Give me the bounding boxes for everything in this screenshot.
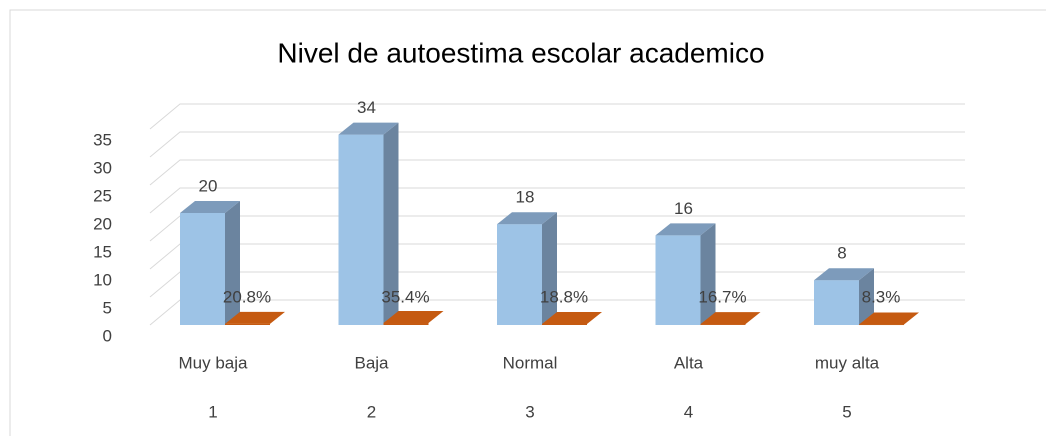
- y-tick-label: 30: [93, 158, 112, 177]
- bar-side: [542, 212, 557, 325]
- bar-front: [497, 224, 542, 325]
- bar-front: [338, 134, 384, 325]
- bar-front: [225, 323, 270, 325]
- bar: [383, 311, 444, 325]
- bar-top: [180, 201, 240, 213]
- x-tick-label: Baja: [354, 353, 389, 372]
- bar: [700, 312, 761, 325]
- value-label: 20.8%: [223, 287, 271, 306]
- grid-line: [149, 103, 965, 130]
- x-tick-label: muy alta: [815, 353, 880, 372]
- bar: [497, 212, 557, 325]
- bar: [859, 312, 919, 326]
- value-label: 35.4%: [381, 287, 429, 306]
- chart-title: Nivel de autoestima escolar academico: [277, 37, 764, 68]
- bar-front: [700, 324, 746, 325]
- bar: [338, 122, 399, 325]
- grid-line: [149, 159, 965, 186]
- bar-front: [814, 280, 859, 325]
- bar: [542, 311, 602, 325]
- x-tick-label: Muy baja: [179, 353, 249, 372]
- bar-side: [859, 268, 874, 325]
- bar: [814, 268, 874, 325]
- value-label: 18.8%: [540, 287, 588, 306]
- y-tick-label: 0: [103, 326, 112, 345]
- bar-top: [497, 212, 557, 225]
- bar-top: [700, 312, 761, 325]
- bar-top: [542, 311, 602, 324]
- x-tick-code: 5: [842, 402, 851, 421]
- x-tick-code: 2: [367, 402, 376, 421]
- grid-line: [149, 215, 965, 242]
- grid-line: [149, 187, 965, 214]
- bar-front: [542, 323, 587, 325]
- x-tick-code: 3: [525, 402, 534, 421]
- bar-top: [338, 122, 399, 135]
- bar-top: [814, 268, 874, 281]
- y-tick-label: 5: [103, 298, 112, 317]
- bar-front: [859, 324, 904, 326]
- grid-line: [149, 131, 965, 158]
- y-tick-label: 10: [93, 270, 112, 289]
- x-tick-code: 1: [208, 402, 217, 421]
- value-label: 34: [357, 98, 376, 117]
- bar-side: [383, 122, 399, 325]
- value-label: 8.3%: [862, 287, 901, 306]
- x-tick-label: Normal: [503, 353, 558, 372]
- bar-side: [700, 223, 716, 325]
- bar-top: [383, 311, 444, 324]
- bar-top: [225, 311, 285, 324]
- x-tick-label: Alta: [674, 353, 704, 372]
- bar: [655, 223, 716, 325]
- x-tick-code: 4: [684, 402, 693, 421]
- bar-front: [383, 323, 429, 325]
- value-label: 16.7%: [698, 287, 746, 306]
- y-tick-label: 35: [93, 130, 112, 149]
- y-tick-label: 25: [93, 186, 112, 205]
- value-label: 20: [199, 176, 218, 195]
- bar-front: [180, 213, 225, 325]
- bar-top: [655, 223, 716, 236]
- bar-side: [225, 201, 240, 325]
- value-label: 16: [674, 199, 693, 218]
- chart-frame: [9, 9, 1046, 441]
- bar-front: [655, 235, 701, 325]
- value-label: 18: [516, 188, 535, 207]
- y-tick-label: 15: [93, 242, 112, 261]
- value-label: 8: [837, 244, 846, 263]
- y-tick-label: 20: [93, 214, 112, 233]
- bar: [180, 201, 240, 325]
- bar: [225, 311, 285, 325]
- bar-top: [859, 312, 919, 325]
